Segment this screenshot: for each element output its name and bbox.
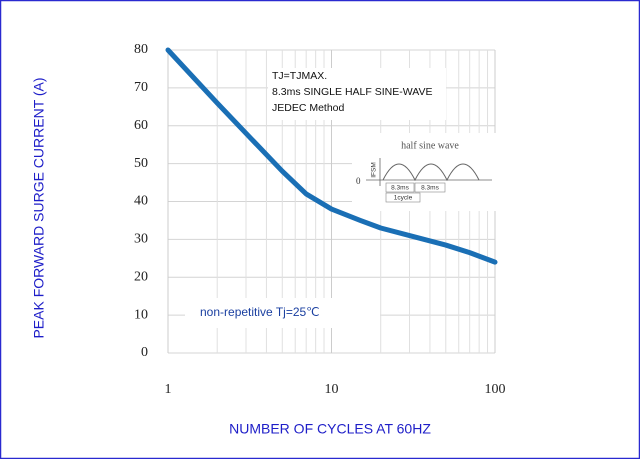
y-tick-label: 20 bbox=[134, 269, 148, 284]
condition-box bbox=[268, 68, 446, 120]
inset-label: IFSM bbox=[371, 162, 378, 178]
inset-box bbox=[352, 133, 500, 211]
inset-label: 8.3ms bbox=[421, 185, 439, 192]
y-tick-label: 30 bbox=[134, 232, 148, 247]
x-axis-label: NUMBER OF CYCLES AT 60HZ bbox=[229, 421, 431, 437]
y-tick-label: 80 bbox=[134, 42, 148, 57]
inset-label: 8.3ms bbox=[391, 185, 409, 192]
x-tick-label: 1 bbox=[165, 382, 172, 397]
annotation: JEDEC Method bbox=[272, 102, 345, 114]
inset-box-line bbox=[385, 192, 421, 203]
inset-label: 1cycle bbox=[394, 195, 413, 202]
annotation: TJ=TJMAX. bbox=[272, 70, 327, 82]
inset-box-line bbox=[414, 182, 446, 193]
note-box bbox=[185, 298, 380, 328]
y-tick-label: 50 bbox=[134, 156, 148, 171]
y-tick-label: 0 bbox=[141, 345, 148, 360]
y-axis-label: PEAK FORWARD SURGE CURRENT (A) bbox=[31, 77, 47, 338]
y-tick-label: 10 bbox=[134, 307, 148, 322]
annotation: non-repetitive Tj=25℃ bbox=[200, 305, 320, 319]
annotation: 8.3ms SINGLE HALF SINE-WAVE bbox=[272, 86, 432, 98]
inset-wave bbox=[382, 163, 480, 182]
x-tick-label: 10 bbox=[325, 382, 339, 397]
inset-box-line bbox=[385, 182, 415, 193]
inset-title: half sine wave bbox=[401, 140, 459, 151]
inset-label: 0 bbox=[356, 176, 361, 186]
data-line bbox=[165, 47, 498, 265]
y-tick-label: 40 bbox=[134, 194, 148, 209]
y-tick-label: 70 bbox=[134, 80, 148, 95]
y-tick-label: 60 bbox=[134, 118, 148, 133]
inset: half sine wave 0 IFSM 8.3ms 8.3ms 1cycle bbox=[356, 140, 492, 203]
x-tick-label: 100 bbox=[485, 382, 506, 397]
